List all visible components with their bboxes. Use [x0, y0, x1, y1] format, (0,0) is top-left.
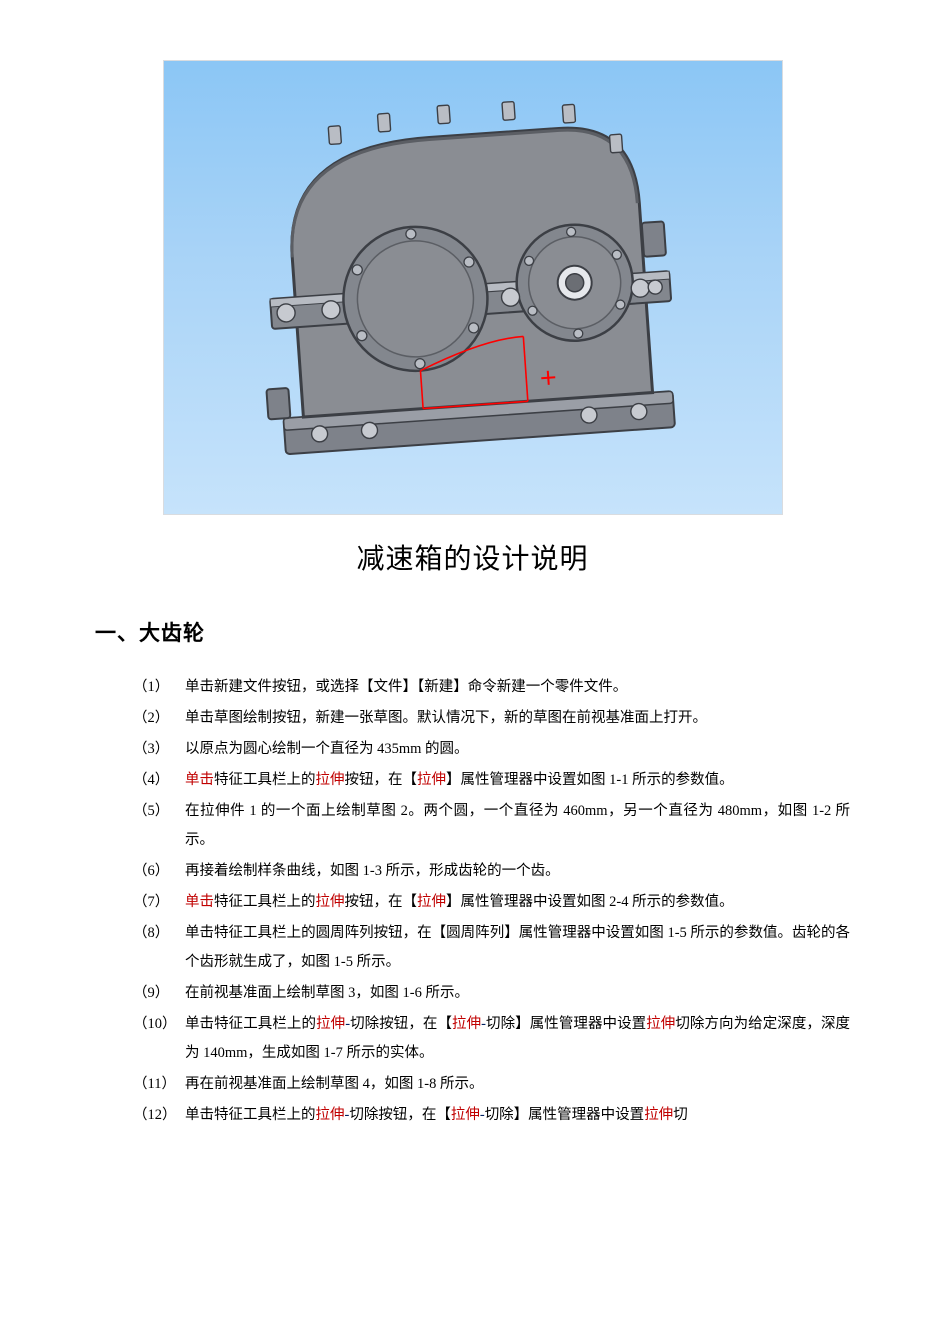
document-title: 减速箱的设计说明	[95, 537, 850, 577]
steps-list: （1）单击新建文件按钮，或选择【文件】【新建】命令新建一个零件文件。（2）单击草…	[133, 673, 850, 1130]
document-page: 减速箱的设计说明 一、大齿轮 （1）单击新建文件按钮，或选择【文件】【新建】命令…	[0, 0, 945, 1172]
step-text: 单击特征工具栏上的拉伸-切除按钮，在【拉伸-切除】属性管理器中设置拉伸切除方向为…	[185, 1010, 850, 1068]
step-item: （4）单击特征工具栏上的拉伸按钮，在【拉伸】属性管理器中设置如图 1-1 所示的…	[133, 766, 850, 795]
step-text: 在前视基准面上绘制草图 3，如图 1-6 所示。	[185, 979, 850, 1008]
step-text: 单击新建文件按钮，或选择【文件】【新建】命令新建一个零件文件。	[185, 673, 850, 702]
step-item: （9）在前视基准面上绘制草图 3，如图 1-6 所示。	[133, 979, 850, 1008]
step-text: 单击特征工具栏上的圆周阵列按钮，在【圆周阵列】属性管理器中设置如图 1-5 所示…	[185, 919, 850, 977]
step-number: （10）	[133, 1010, 185, 1068]
step-item: （2）单击草图绘制按钮，新建一张草图。默认情况下，新的草图在前视基准面上打开。	[133, 704, 850, 733]
step-number: （3）	[133, 735, 185, 764]
step-text: 再接着绘制样条曲线，如图 1-3 所示，形成齿轮的一个齿。	[185, 857, 850, 886]
step-number: （9）	[133, 979, 185, 1008]
step-number: （8）	[133, 919, 185, 977]
step-item: （12）单击特征工具栏上的拉伸-切除按钮，在【拉伸-切除】属性管理器中设置拉伸切	[133, 1101, 850, 1130]
step-number: （6）	[133, 857, 185, 886]
step-item: （10）单击特征工具栏上的拉伸-切除按钮，在【拉伸-切除】属性管理器中设置拉伸切…	[133, 1010, 850, 1068]
step-item: （11）再在前视基准面上绘制草图 4，如图 1-8 所示。	[133, 1070, 850, 1099]
step-number: （12）	[133, 1101, 185, 1130]
gearbox-render	[163, 60, 783, 515]
step-number: （7）	[133, 888, 185, 917]
step-text: 在拉伸件 1 的一个面上绘制草图 2。两个圆，一个直径为 460mm，另一个直径…	[185, 797, 850, 855]
step-number: （4）	[133, 766, 185, 795]
step-number: （1）	[133, 673, 185, 702]
step-text: 再在前视基准面上绘制草图 4，如图 1-8 所示。	[185, 1070, 850, 1099]
step-item: （7）单击特征工具栏上的拉伸按钮，在【拉伸】属性管理器中设置如图 2-4 所示的…	[133, 888, 850, 917]
step-item: （5）在拉伸件 1 的一个面上绘制草图 2。两个圆，一个直径为 460mm，另一…	[133, 797, 850, 855]
section-heading-1: 一、大齿轮	[95, 617, 850, 647]
step-item: （1）单击新建文件按钮，或选择【文件】【新建】命令新建一个零件文件。	[133, 673, 850, 702]
step-item: （6）再接着绘制样条曲线，如图 1-3 所示，形成齿轮的一个齿。	[133, 857, 850, 886]
step-item: （3）以原点为圆心绘制一个直径为 435mm 的圆。	[133, 735, 850, 764]
step-text: 单击特征工具栏上的拉伸按钮，在【拉伸】属性管理器中设置如图 1-1 所示的参数值…	[185, 766, 850, 795]
gearbox-svg	[163, 60, 783, 515]
step-item: （8）单击特征工具栏上的圆周阵列按钮，在【圆周阵列】属性管理器中设置如图 1-5…	[133, 919, 850, 977]
step-text: 以原点为圆心绘制一个直径为 435mm 的圆。	[185, 735, 850, 764]
figure-container	[95, 60, 850, 515]
step-number: （5）	[133, 797, 185, 855]
step-number: （11）	[133, 1070, 185, 1099]
step-text: 单击特征工具栏上的拉伸按钮，在【拉伸】属性管理器中设置如图 2-4 所示的参数值…	[185, 888, 850, 917]
step-text: 单击草图绘制按钮，新建一张草图。默认情况下，新的草图在前视基准面上打开。	[185, 704, 850, 733]
step-text: 单击特征工具栏上的拉伸-切除按钮，在【拉伸-切除】属性管理器中设置拉伸切	[185, 1101, 850, 1130]
step-number: （2）	[133, 704, 185, 733]
